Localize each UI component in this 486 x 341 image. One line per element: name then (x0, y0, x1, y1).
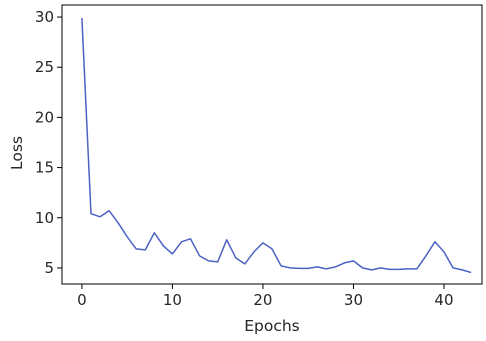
y-axis-ticks: 5 10 15 20 25 30 (35, 8, 62, 277)
y-tick-label: 30 (35, 8, 54, 26)
x-tick-label: 40 (434, 291, 453, 309)
x-axis-label: Epochs (244, 317, 300, 335)
x-tick-label: 20 (253, 291, 272, 309)
plot-area-frame (61, 4, 483, 285)
loss-series-line (81, 17, 472, 274)
x-tick-label: 10 (163, 291, 182, 309)
y-axis-label: Loss (8, 136, 26, 170)
y-tick-label: 15 (35, 159, 54, 177)
y-tick-label: 10 (35, 209, 54, 227)
y-tick-label: 25 (35, 58, 54, 76)
x-tick-label: 30 (344, 291, 363, 309)
y-tick-label: 5 (44, 259, 54, 277)
x-tick-label: 0 (77, 291, 87, 309)
x-axis-ticks: 0 10 20 30 40 (77, 284, 454, 309)
y-tick-label: 20 (35, 108, 54, 126)
